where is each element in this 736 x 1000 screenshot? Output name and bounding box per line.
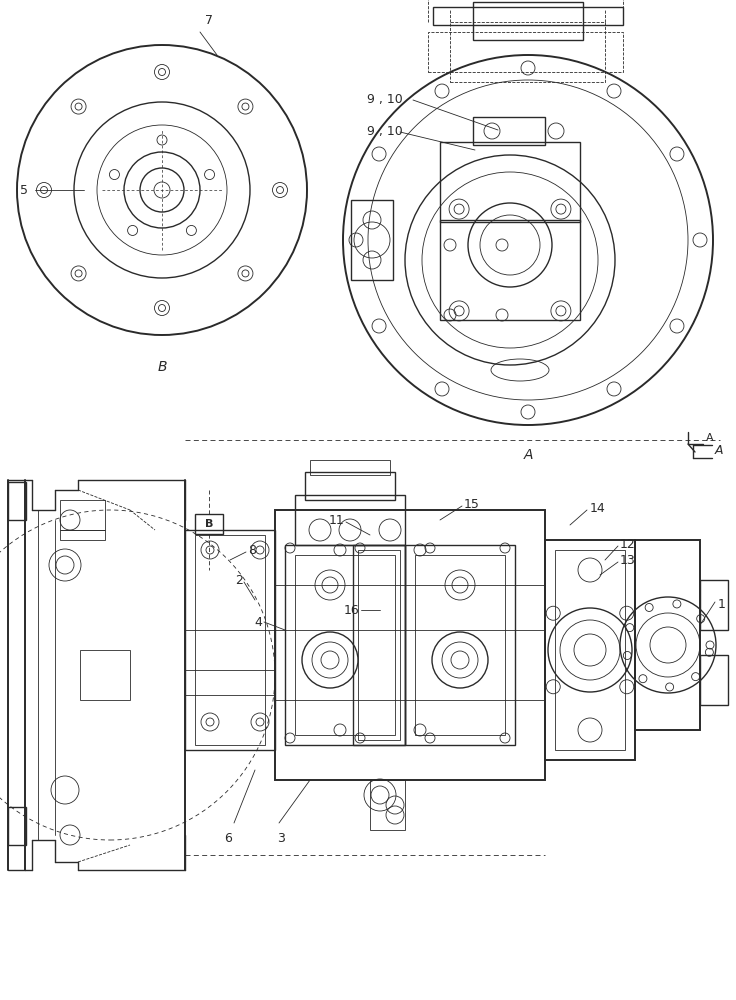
- Text: 9 , 10: 9 , 10: [367, 94, 403, 106]
- Bar: [433, 7, 623, 25]
- Bar: [358, 550, 400, 740]
- Bar: [285, 545, 405, 745]
- Text: A: A: [706, 433, 714, 443]
- Bar: [428, 32, 623, 72]
- Text: 1: 1: [718, 598, 726, 611]
- Bar: [8, 807, 26, 845]
- Bar: [473, 117, 545, 145]
- Bar: [295, 495, 405, 545]
- Text: 14: 14: [590, 502, 606, 514]
- Bar: [353, 545, 405, 745]
- Text: 13: 13: [620, 554, 636, 566]
- Bar: [80, 650, 130, 700]
- Bar: [440, 142, 580, 222]
- Bar: [370, 780, 405, 830]
- Bar: [60, 500, 105, 530]
- Bar: [700, 655, 728, 705]
- Text: 9 , 10: 9 , 10: [367, 125, 403, 138]
- Text: 3: 3: [277, 832, 285, 845]
- Bar: [195, 514, 223, 534]
- Bar: [473, 2, 583, 40]
- Text: 4: 4: [254, 615, 262, 629]
- Bar: [635, 540, 700, 730]
- Bar: [555, 550, 625, 750]
- Text: 11: 11: [328, 514, 344, 526]
- Bar: [275, 510, 545, 780]
- Bar: [295, 555, 395, 735]
- Text: A: A: [523, 448, 533, 462]
- Text: B: B: [158, 360, 167, 374]
- Text: 5: 5: [20, 184, 28, 196]
- Text: 16: 16: [343, 603, 359, 616]
- Bar: [310, 460, 390, 475]
- Text: 2: 2: [235, 574, 243, 586]
- Bar: [415, 555, 505, 735]
- Bar: [305, 472, 395, 500]
- Bar: [700, 580, 728, 630]
- Bar: [8, 482, 26, 520]
- Bar: [60, 530, 105, 540]
- Bar: [185, 530, 275, 750]
- Text: A: A: [715, 444, 723, 456]
- Text: 7: 7: [205, 14, 213, 27]
- Text: 6: 6: [224, 832, 232, 845]
- Text: 15: 15: [464, 497, 480, 510]
- Bar: [351, 200, 393, 280]
- Bar: [545, 540, 635, 760]
- Text: 12: 12: [620, 538, 636, 550]
- Bar: [405, 545, 515, 745]
- Text: B: B: [205, 519, 213, 529]
- Bar: [450, 22, 605, 82]
- Bar: [440, 220, 580, 320]
- Bar: [195, 535, 265, 745]
- Text: 8: 8: [248, 544, 256, 556]
